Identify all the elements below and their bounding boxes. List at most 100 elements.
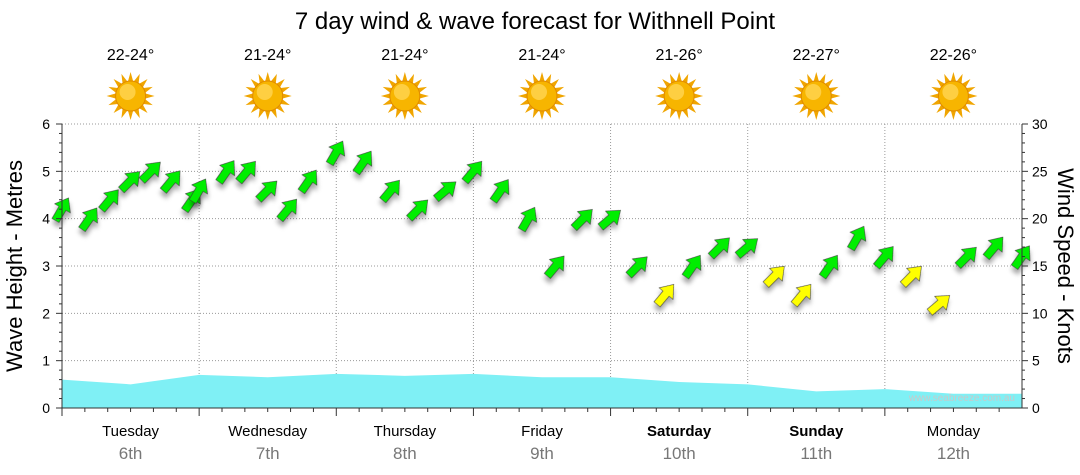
sun-ray [128, 111, 134, 120]
wind-arrow [51, 197, 71, 223]
left-tick-label: 2 [42, 305, 50, 321]
day-temp-range: 21-24° [381, 47, 428, 64]
wind-arrow [188, 178, 208, 204]
day-column: 22-26° Monday 12th [927, 47, 981, 463]
day-name: Tuesday [102, 423, 159, 440]
sun-ray [382, 99, 392, 106]
day-name: Friday [521, 423, 563, 440]
wave-area-fill [62, 373, 1022, 408]
wind-arrow [352, 150, 372, 176]
wind-arrow [98, 189, 119, 213]
left-tick-label: 6 [42, 116, 50, 132]
sun-ray [968, 93, 978, 99]
sun-icon [518, 72, 566, 120]
sun-ray [245, 99, 255, 106]
right-tick-label: 30 [1032, 116, 1048, 132]
wind-arrow [489, 179, 510, 204]
wind-arrow [954, 246, 977, 269]
sun-ray [402, 72, 408, 81]
sun-ray [145, 93, 155, 99]
wind-arrow [873, 246, 894, 270]
wind-arrow [118, 171, 141, 194]
right-tick-label: 0 [1032, 400, 1040, 416]
wind-arrow [461, 160, 483, 185]
sun-highlight [119, 84, 136, 100]
wind-arrow [818, 254, 839, 280]
wind-arrow [235, 160, 256, 185]
wind-arrow [297, 169, 318, 195]
sun-ray [532, 108, 539, 119]
wind-arrow [734, 238, 759, 259]
sun-ray [966, 99, 976, 106]
sun-ray [694, 93, 704, 99]
sun-highlight [942, 84, 959, 100]
sun-ray [519, 99, 530, 106]
sun-ray [554, 99, 565, 106]
right-axis-ticks: 0 5 10 15 20 25 30 [1022, 116, 1048, 416]
sun-ray [692, 86, 702, 93]
day-date: 11th [800, 444, 832, 463]
sun-ray [557, 93, 566, 99]
sun-ray [807, 73, 813, 84]
sun-ray [402, 111, 408, 120]
sun-icon [380, 72, 429, 120]
sun-ray [265, 72, 271, 81]
right-tick-label: 25 [1032, 163, 1048, 179]
wind-arrow [255, 180, 278, 203]
sun-highlight [531, 84, 547, 100]
sun-ray [539, 72, 545, 81]
sun-ray [931, 99, 941, 106]
sun-ray [682, 73, 689, 84]
right-axis-label: Wind Speed - Knots [1053, 168, 1078, 364]
wind-arrow [790, 284, 812, 308]
sun-ray [395, 108, 402, 119]
sun-ray [417, 99, 428, 106]
sun-ray [656, 99, 667, 106]
sun-ray [108, 86, 118, 93]
sun-icon [243, 72, 292, 120]
day-date: 6th [119, 444, 143, 463]
sun-ray [682, 108, 689, 119]
sun-ray [950, 111, 956, 120]
sun-ray [956, 73, 963, 84]
sun-ray [554, 86, 565, 93]
sun-ray [108, 99, 118, 106]
sun-ray [419, 93, 429, 99]
sun-ray [258, 73, 265, 84]
sun-ray [265, 111, 271, 120]
day-column: 22-27° Sunday 11th [789, 47, 844, 463]
sun-ray [280, 99, 290, 106]
sun-ray [929, 93, 939, 99]
sun-ray [669, 73, 676, 84]
sun-ray [931, 86, 941, 93]
sun-ray [380, 93, 390, 99]
sun-ray [539, 111, 545, 120]
sun-ray [819, 73, 826, 84]
wind-arrow [707, 237, 730, 260]
sun-ray [271, 108, 277, 119]
chart-title: 7 day wind & wave forecast for Withnell … [295, 8, 776, 35]
day-column: 21-24° Thursday 8th [374, 47, 437, 463]
right-tick-label: 5 [1032, 353, 1040, 369]
sun-ray [519, 86, 530, 93]
wind-arrow [1010, 245, 1031, 270]
sun-icon [929, 72, 978, 120]
sun-highlight [668, 84, 685, 100]
sun-ray [282, 93, 292, 99]
wind-arrow [653, 284, 675, 308]
sun-ray [532, 73, 539, 84]
sun-ray [518, 93, 527, 99]
day-date: 10th [663, 444, 696, 463]
sun-highlight [256, 84, 273, 100]
day-column: 21-24° Wednesday 7th [228, 47, 307, 463]
wind-arrow [325, 140, 345, 167]
sun-ray [829, 86, 839, 93]
sun-ray [134, 73, 140, 84]
wind-arrow [159, 170, 181, 194]
day-temp-range: 21-26° [655, 47, 702, 64]
wind-arrow [597, 209, 621, 231]
sun-ray [813, 111, 819, 120]
wind-arrow [78, 207, 98, 233]
left-axis-label: Wave Height - Metres [2, 160, 27, 372]
wind-arrow [926, 295, 951, 316]
